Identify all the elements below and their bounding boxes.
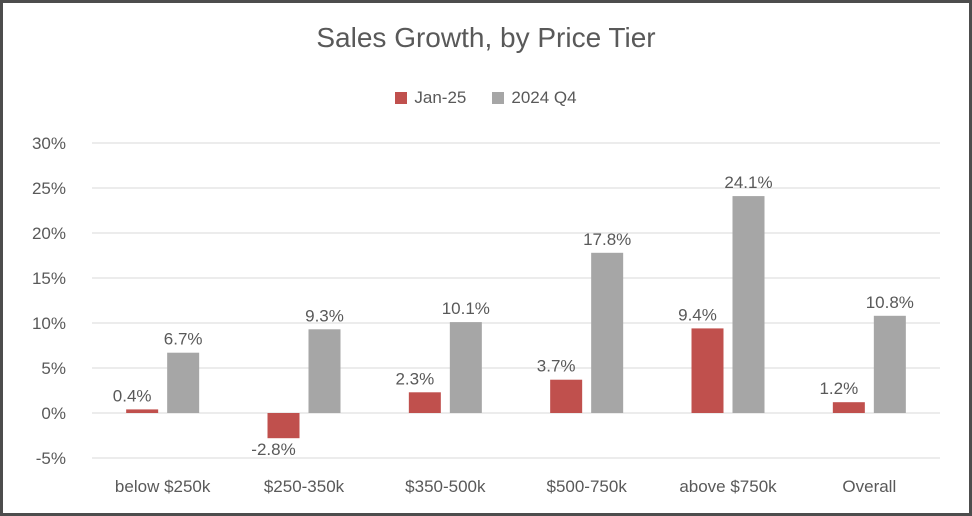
legend-label-jan-25: Jan-25 [414, 88, 467, 107]
y-tick-label: 15% [32, 269, 66, 288]
bar-2024-q4 [732, 196, 765, 413]
data-label: 0.4% [113, 386, 152, 405]
y-tick-label: 0% [41, 404, 66, 423]
chart-title: Sales Growth, by Price Tier [316, 22, 656, 53]
bar-2024-q4 [449, 322, 482, 413]
x-category-label: $250-350k [264, 477, 345, 496]
x-category-label: below $250k [115, 477, 211, 496]
bar-jan-25 [267, 413, 300, 439]
data-label: 2.3% [395, 369, 434, 388]
x-category-label: Overall [842, 477, 896, 496]
data-label: 3.7% [537, 357, 576, 376]
data-label: 17.8% [583, 230, 631, 249]
y-tick-label: -5% [36, 449, 66, 468]
bar-jan-25 [691, 328, 724, 413]
bar-2024-q4 [167, 352, 200, 413]
y-tick-label: 10% [32, 314, 66, 333]
bar-jan-25 [408, 392, 441, 413]
data-label: 9.4% [678, 305, 717, 324]
y-tick-label: 5% [41, 359, 66, 378]
x-category-label: $350-500k [405, 477, 486, 496]
data-label: 10.1% [442, 299, 490, 318]
bar-2024-q4 [873, 315, 906, 413]
legend-item-2024-q4: 2024 Q4 [492, 88, 577, 108]
x-category-label: above $750k [679, 477, 777, 496]
y-tick-label: 25% [32, 179, 66, 198]
chart-legend: Jan-25 2024 Q4 [0, 88, 972, 108]
data-label: 1.2% [819, 379, 858, 398]
y-tick-label: 30% [32, 134, 66, 153]
bar-jan-25 [550, 379, 583, 413]
legend-item-jan-25: Jan-25 [395, 88, 466, 108]
bar-jan-25 [832, 402, 865, 413]
bar-2024-q4 [591, 252, 624, 413]
x-category-label: $500-750k [546, 477, 627, 496]
y-tick-label: 20% [32, 224, 66, 243]
legend-label-2024-q4: 2024 Q4 [511, 88, 577, 107]
data-label: 9.3% [305, 306, 344, 325]
data-label: 24.1% [724, 173, 772, 192]
data-label: 6.7% [164, 330, 203, 349]
legend-swatch-jan-25 [395, 92, 408, 104]
bar-2024-q4 [308, 329, 341, 413]
bar-jan-25 [126, 409, 159, 413]
data-label: -2.8% [251, 440, 295, 459]
data-label: 10.8% [866, 293, 914, 312]
legend-swatch-2024-q4 [492, 92, 505, 104]
